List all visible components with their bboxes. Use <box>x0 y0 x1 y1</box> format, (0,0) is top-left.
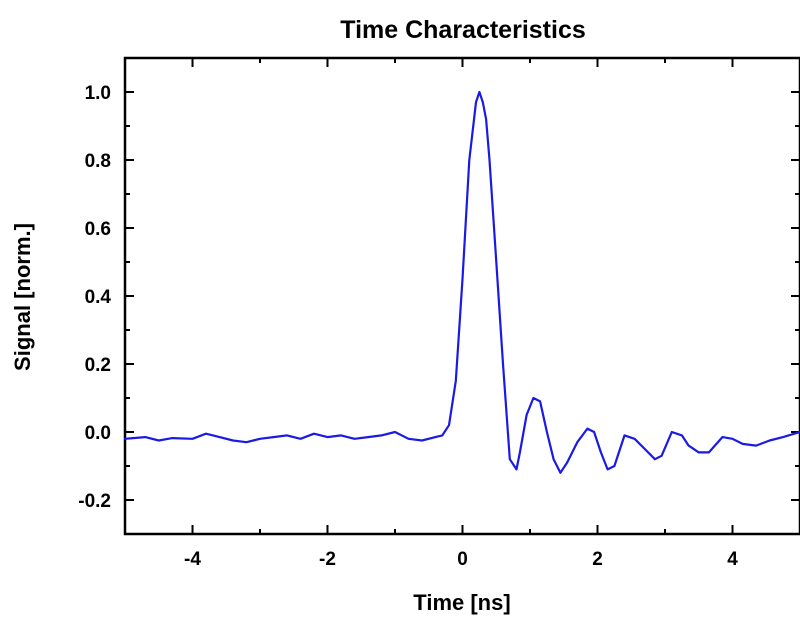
signal-series-line <box>123 90 800 474</box>
x-tick-label: 2 <box>592 549 603 570</box>
y-tick-label: 0.2 <box>85 355 111 376</box>
x-axis-ticks: -4 -2 0 2 4 <box>124 58 800 570</box>
series-group <box>123 90 800 474</box>
plot-frame <box>123 56 800 536</box>
y-tick-label: 1.0 <box>85 83 111 104</box>
plot-area: -0.2 0.0 0.2 0.4 0.6 0.8 1.0 -4 -2 0 2 4 <box>78 56 800 570</box>
y-axis-ticks: -0.2 0.0 0.2 0.4 0.6 0.8 1.0 <box>78 83 800 512</box>
chart-title: Time Characteristics <box>340 16 586 44</box>
x-tick-label: 0 <box>457 549 468 570</box>
y-tick-label: 0.8 <box>85 151 111 172</box>
y-axis-label: Signal [norm.] <box>10 223 35 371</box>
y-tick-label: 0.0 <box>85 423 111 444</box>
x-tick-label: 4 <box>727 549 738 570</box>
x-tick-label: -2 <box>319 549 336 570</box>
y-tick-label: -0.2 <box>78 491 111 512</box>
x-axis-label: Time [ns] <box>413 590 510 615</box>
y-tick-label: 0.6 <box>85 219 111 240</box>
x-tick-label: -4 <box>184 549 201 570</box>
y-tick-label: 0.4 <box>85 287 112 308</box>
